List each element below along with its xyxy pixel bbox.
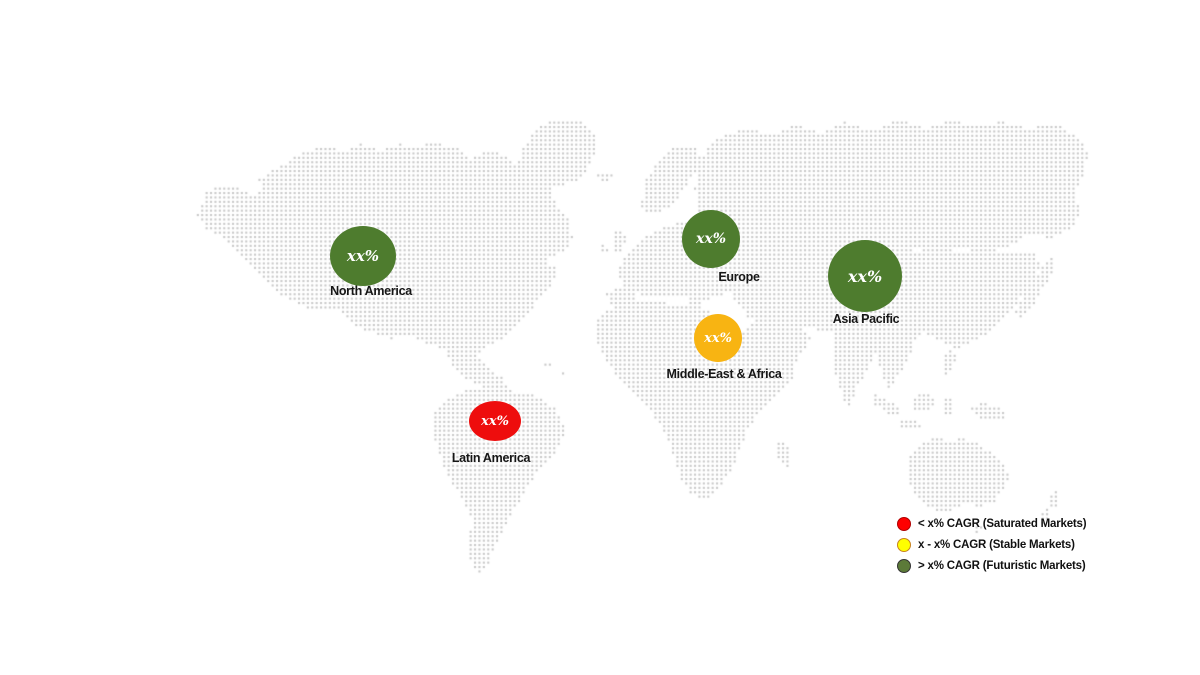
europe-label: Europe	[718, 270, 760, 284]
latin-america-bubble: xx%	[469, 401, 521, 441]
latin-america-value: xx%	[481, 413, 509, 429]
legend-item-2: > x% CAGR (Futuristic Markets)	[897, 559, 1086, 573]
legend-item-1: x - x% CAGR (Stable Markets)	[897, 538, 1086, 552]
north-america-bubble: xx%	[330, 226, 396, 286]
asia-pacific-bubble: xx%	[828, 240, 902, 312]
legend-swatch-icon	[897, 559, 911, 573]
legend: < x% CAGR (Saturated Markets) x - x% CAGR…	[897, 517, 1087, 573]
middle-east-africa-bubble: xx%	[694, 314, 742, 362]
north-america-label: North America	[330, 284, 412, 298]
latin-america-label: Latin America	[451, 451, 531, 465]
europe-value: xx%	[696, 231, 726, 247]
legend-item-0: < x% CAGR (Saturated Markets)	[897, 517, 1087, 531]
legend-swatch-icon	[897, 517, 911, 531]
legend-swatch-icon	[897, 538, 911, 552]
legend-label: < x% CAGR (Saturated Markets)	[918, 518, 1087, 530]
legend-label: x - x% CAGR (Stable Markets)	[918, 539, 1075, 551]
north-america-value: xx%	[346, 247, 380, 265]
middle-east-africa-label: Middle-East & Africa	[666, 367, 782, 381]
asia-pacific-value: xx%	[847, 266, 883, 286]
europe-bubble: xx%	[682, 210, 740, 268]
asia-pacific-label: Asia Pacific	[832, 312, 900, 326]
legend-label: > x% CAGR (Futuristic Markets)	[918, 560, 1086, 572]
middle-east-africa-value: xx%	[704, 330, 732, 346]
